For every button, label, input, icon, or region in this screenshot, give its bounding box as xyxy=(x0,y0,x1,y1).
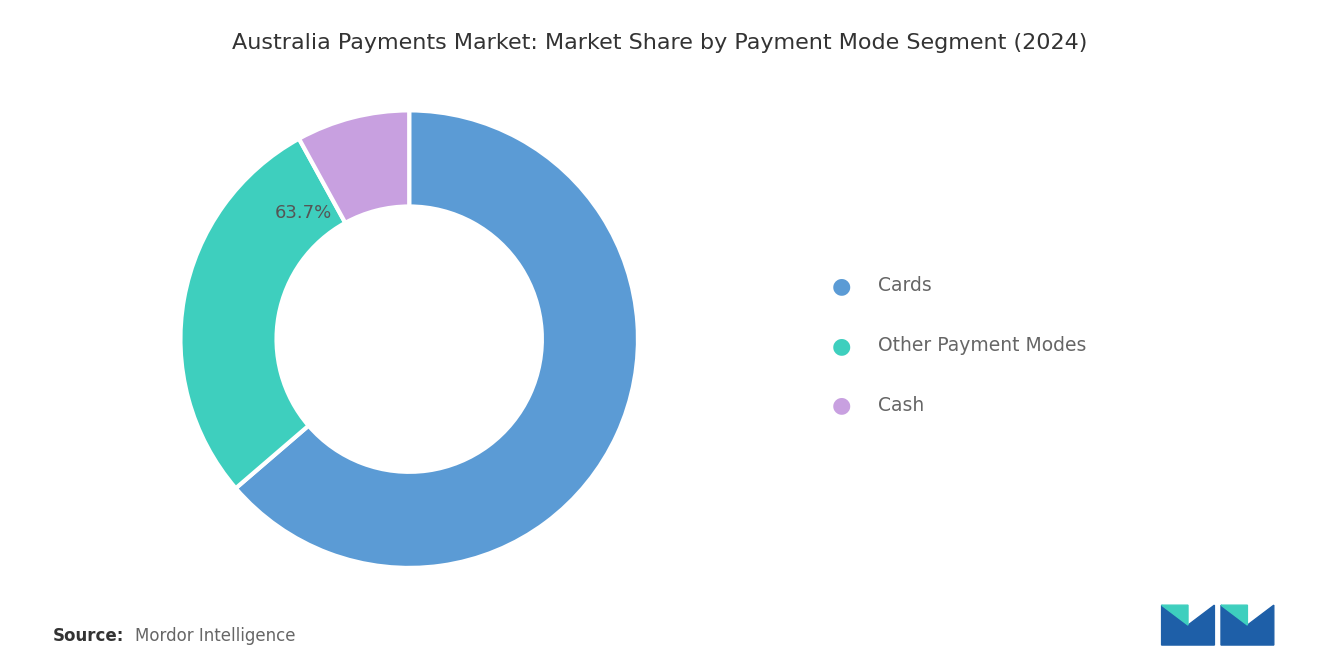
Text: Australia Payments Market: Market Share by Payment Mode Segment (2024): Australia Payments Market: Market Share … xyxy=(232,33,1088,53)
Wedge shape xyxy=(236,110,638,568)
Text: ●: ● xyxy=(832,336,851,356)
Text: Cash: Cash xyxy=(878,396,924,415)
Wedge shape xyxy=(300,110,409,223)
Polygon shape xyxy=(1221,605,1274,645)
Polygon shape xyxy=(1162,605,1214,645)
Text: ●: ● xyxy=(832,276,851,296)
Text: Mordor Intelligence: Mordor Intelligence xyxy=(135,627,296,645)
Text: ●: ● xyxy=(832,396,851,416)
Text: Cards: Cards xyxy=(878,277,932,295)
Text: Other Payment Modes: Other Payment Modes xyxy=(878,336,1086,355)
Polygon shape xyxy=(1162,605,1188,625)
Wedge shape xyxy=(181,139,346,488)
Text: Source:: Source: xyxy=(53,627,124,645)
Text: 63.7%: 63.7% xyxy=(275,204,331,222)
Polygon shape xyxy=(1221,605,1247,625)
